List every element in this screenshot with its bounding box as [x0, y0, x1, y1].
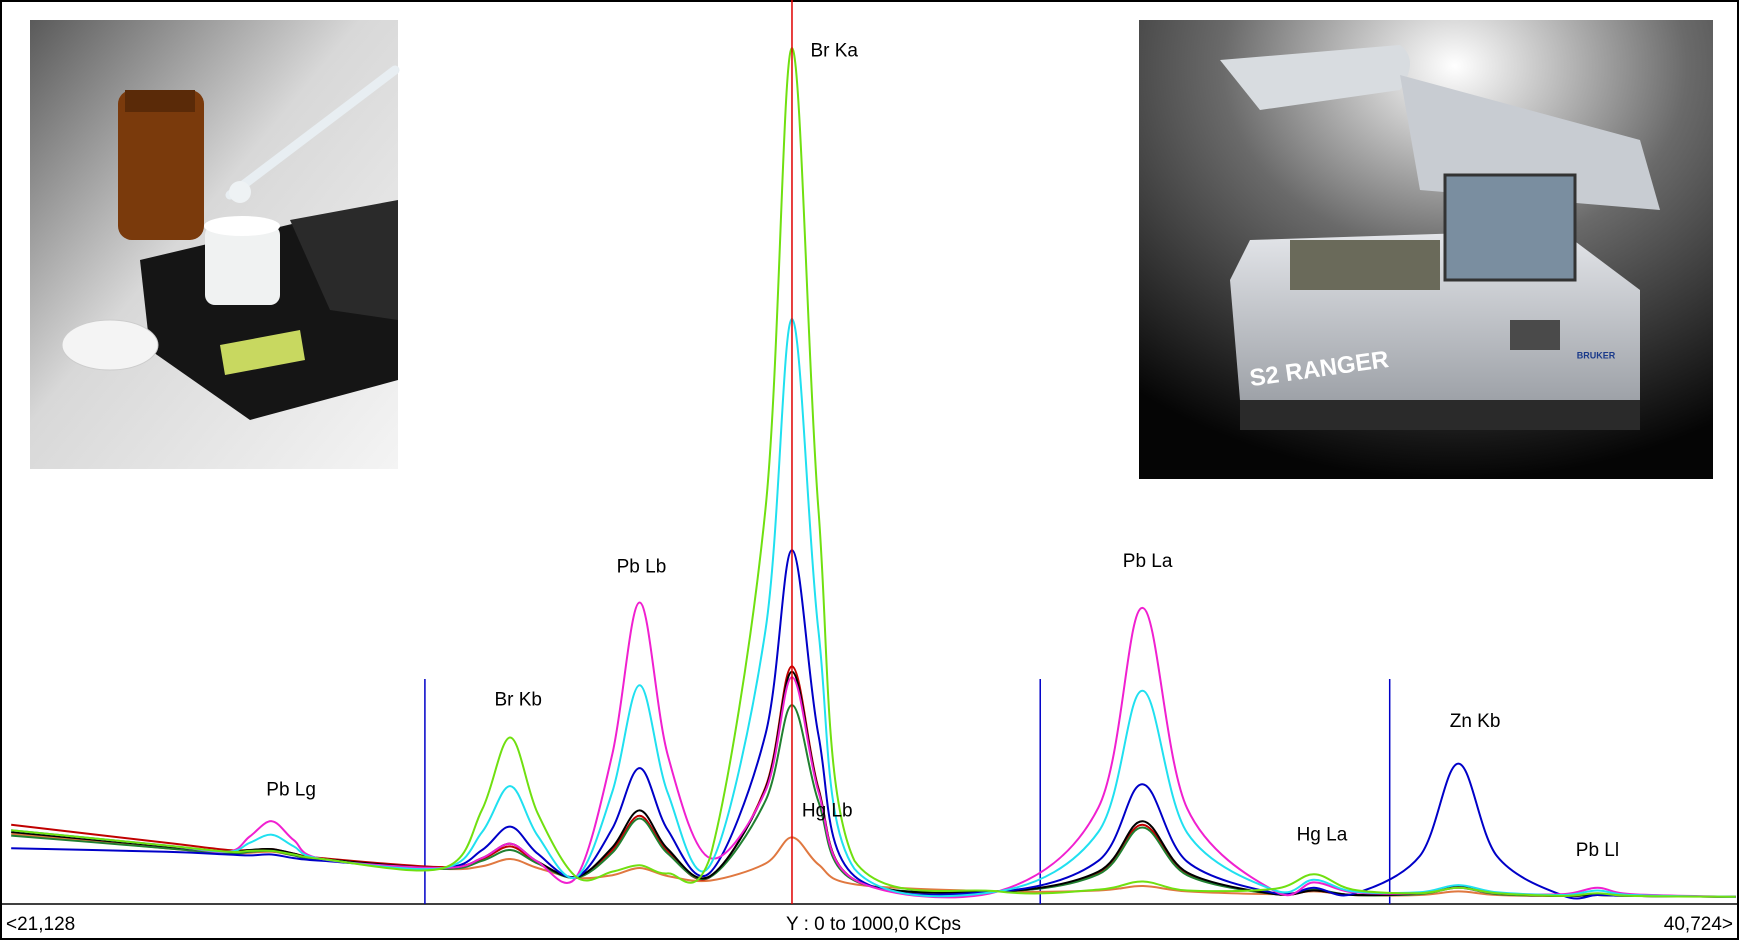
peak-label: Br Ka — [810, 41, 858, 62]
spectrum-line — [11, 549, 1736, 900]
peak-label: Pb Lg — [266, 780, 316, 801]
y-range-label: Y : 0 to 1000,0 KCps — [786, 914, 961, 935]
peak-label: Pb Ll — [1576, 840, 1619, 861]
spectrum-line — [11, 47, 1736, 898]
photo-label: BRUKER — [1577, 350, 1616, 360]
plot-area: Pb Lg Br Kb Pb Lb Br Ka Hg Lb Pb La Hg La Zn Kb… — [11, 0, 1736, 904]
sample-photo — [30, 20, 400, 469]
peak-label: Pb La — [1123, 551, 1173, 572]
x-range-label: <21,128 — [6, 914, 75, 935]
peak-label: Br Kb — [494, 690, 542, 711]
peak-label: Hg Lb — [802, 800, 853, 821]
x-range-label: 40,724> — [1664, 914, 1733, 935]
peak-label: Zn Kb — [1450, 711, 1501, 732]
peak-label: Hg La — [1297, 825, 1348, 846]
peak-label: Pb Lb — [617, 556, 667, 577]
instrument-photo: S2 RANGER BRUKER — [1139, 20, 1713, 479]
